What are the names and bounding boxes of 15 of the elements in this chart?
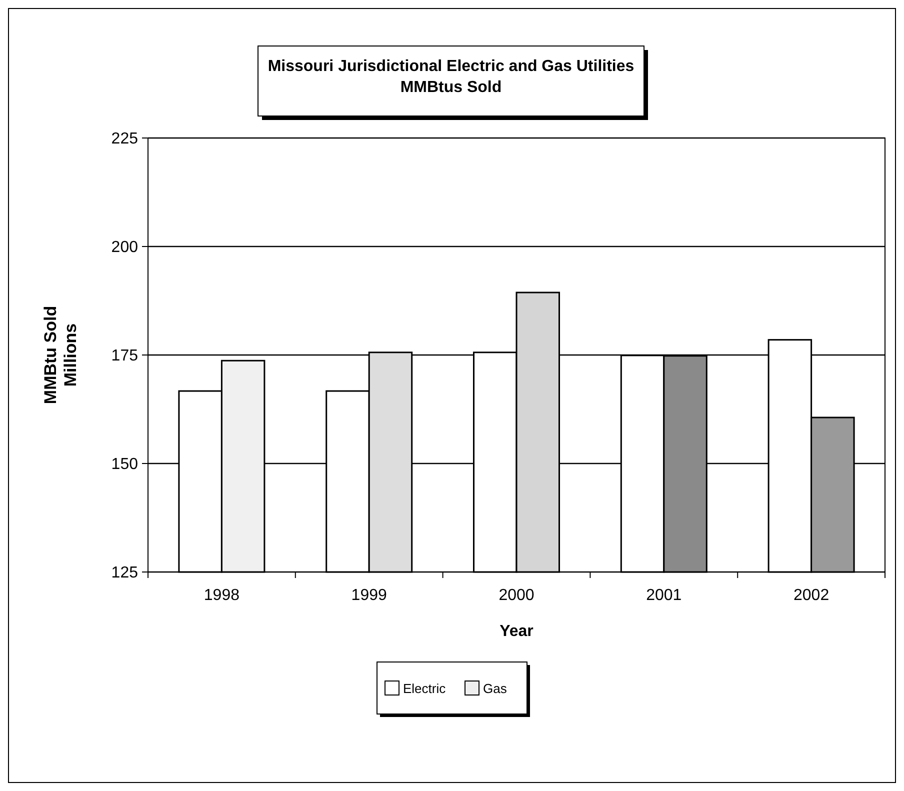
y-tick-label: 200 bbox=[111, 239, 138, 256]
x-tick-label: 2000 bbox=[498, 587, 534, 604]
y-tick-label: 150 bbox=[111, 456, 138, 474]
chart-title: Missouri Jurisdictional Electric and Gas Utilities MMBtus Sold bbox=[268, 58, 634, 96]
x-tick-label: 1998 bbox=[204, 587, 240, 604]
y-tick-label: 175 bbox=[111, 348, 138, 365]
x-axis-title: Year bbox=[500, 623, 534, 640]
legend-label: Electric bbox=[403, 681, 446, 696]
y-tick-label: 225 bbox=[111, 130, 138, 148]
legend-label: Gas bbox=[483, 681, 508, 696]
y-axis-title: MMBtu Sold Millions bbox=[41, 306, 80, 404]
x-tick-label: 2001 bbox=[646, 587, 682, 604]
x-tick-label: 1999 bbox=[351, 587, 387, 604]
y-tick-label: 125 bbox=[111, 564, 138, 582]
x-tick-label: 2002 bbox=[794, 587, 830, 604]
